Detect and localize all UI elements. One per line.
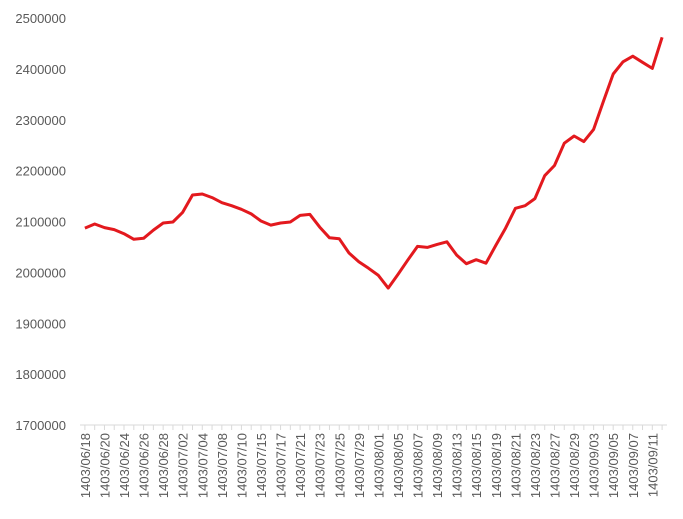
y-tick-label: 1800000 <box>15 367 66 382</box>
data-line <box>84 36 664 290</box>
x-tick-label: 1403/09/05 <box>606 433 621 498</box>
y-tick-label: 1900000 <box>15 316 66 331</box>
x-tick-label: 1403/07/04 <box>195 433 210 498</box>
x-tick-label: 1403/08/13 <box>450 433 465 498</box>
x-tick-label: 1403/07/25 <box>332 433 347 498</box>
x-tick-label: 1403/06/28 <box>156 433 171 498</box>
x-tick-label: 1403/08/27 <box>547 433 562 498</box>
x-tick-label: 1403/06/24 <box>117 433 132 498</box>
x-tick-label: 1403/08/15 <box>469 433 484 498</box>
x-tick-label: 1403/09/03 <box>587 433 602 498</box>
x-tick-label: 1403/08/23 <box>528 433 543 498</box>
x-tick-label: 1403/07/29 <box>352 433 367 498</box>
x-tick-label: 1403/08/19 <box>489 433 504 498</box>
y-tick-label: 1700000 <box>15 418 66 433</box>
y-tick-label: 2400000 <box>15 62 66 77</box>
x-tick-label: 1403/07/15 <box>254 433 269 498</box>
x-tick-label: 1403/08/29 <box>567 433 582 498</box>
y-tick-label: 2500000 <box>15 11 66 26</box>
x-tick-label: 1403/08/01 <box>371 433 386 498</box>
x-tick-label: 1403/07/23 <box>313 433 328 498</box>
x-tick-label: 1403/07/21 <box>293 433 308 498</box>
x-tick-label: 1403/08/07 <box>411 433 426 498</box>
y-tick-label: 2100000 <box>15 215 66 230</box>
x-tick-label: 1403/06/26 <box>137 433 152 498</box>
x-tick-label: 1403/09/11 <box>645 433 660 497</box>
x-tick-label: 1403/06/18 <box>78 433 93 498</box>
x-tick-label: 1403/08/05 <box>391 433 406 498</box>
x-tick-label: 1403/08/21 <box>508 433 523 498</box>
y-tick-label: 2200000 <box>15 164 66 179</box>
y-tick-label: 2000000 <box>15 265 66 280</box>
x-tick-label: 1403/09/07 <box>626 433 641 498</box>
x-tick-label: 1403/07/17 <box>274 433 289 498</box>
x-tick-label: 1403/06/20 <box>97 433 112 498</box>
y-tick-label: 2300000 <box>15 113 66 128</box>
x-tick-label: 1403/07/10 <box>234 433 249 498</box>
x-tick-label: 1403/07/08 <box>215 433 230 498</box>
x-tick-label: 1403/08/09 <box>430 433 445 498</box>
x-tick-label: 1403/07/02 <box>176 433 191 498</box>
